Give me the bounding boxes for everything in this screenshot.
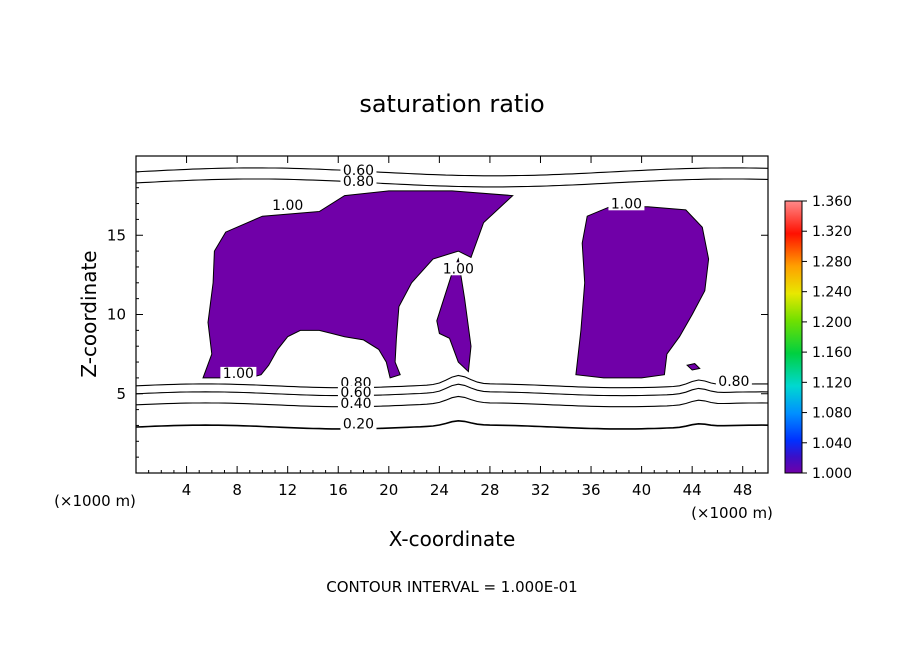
- colorbar-tick-label: 1.120: [812, 375, 852, 391]
- x-tick-label: 12: [278, 481, 297, 499]
- contour-label-bg: [340, 175, 377, 189]
- contour-line-0.40: [136, 395, 768, 408]
- contour-label: 1.00: [272, 198, 303, 214]
- x-tick-label: 32: [531, 481, 550, 499]
- supersaturated-region-1: [202, 190, 514, 379]
- x-tick-label: 4: [182, 481, 192, 499]
- contour-label-bg: [715, 374, 752, 388]
- contour-label: 0.40: [340, 396, 371, 412]
- contour-line-0.80: [136, 178, 768, 188]
- x-tick-label: 16: [329, 481, 348, 499]
- x-tick-label: 36: [581, 481, 600, 499]
- colorbar-tick-label: 1.080: [812, 406, 852, 422]
- contour-line-0.60: [136, 383, 768, 397]
- contour-label-bg: [337, 385, 374, 399]
- x-tick-label: 28: [480, 481, 499, 499]
- x-tick-label: 48: [733, 481, 752, 499]
- colorbar-ticks: 1.000 1.040 1.080 1.120 1.160 1.200 1.240 1.280…: [802, 194, 852, 482]
- contour-label-bg: [220, 366, 257, 380]
- colorbar-tick-label: 1.240: [812, 285, 852, 301]
- contour-labels: 0.600.801.00 1.001.001.000.800.600.400.20…: [220, 163, 752, 433]
- contour-label: 1.00: [223, 366, 254, 382]
- contour-label-bg: [340, 164, 377, 178]
- supersaturated-region-3: [575, 206, 710, 379]
- x-tick-label: 24: [430, 481, 449, 499]
- chart-title: saturation ratio: [359, 90, 544, 118]
- contour-label-bg: [337, 397, 374, 411]
- contour-line-0.20: [136, 419, 768, 430]
- colorbar-tick-label: 1.280: [812, 254, 852, 270]
- contour-label: 0.80: [343, 174, 374, 190]
- contour-label: 1.00: [443, 261, 474, 277]
- contour-label: 0.60: [343, 163, 374, 179]
- supersaturated-regions: [202, 190, 710, 379]
- contour-label-bg: [608, 197, 645, 211]
- contour-interval-note: CONTOUR INTERVAL = 1.000E-01: [326, 578, 577, 596]
- x-tick-label: 20: [379, 481, 398, 499]
- y-unit-label: (×1000 m): [54, 492, 136, 510]
- x-tick-label: 44: [683, 481, 702, 499]
- colorbar-tick-label: 1.360: [812, 194, 852, 210]
- contour-label-bg: [340, 417, 377, 431]
- plot-area: [136, 167, 768, 430]
- contour-lines: [136, 167, 768, 430]
- contour-line-0.80: [136, 374, 768, 389]
- contour-label-bg: [440, 262, 477, 276]
- contour-label: 0.60: [340, 385, 371, 401]
- contour-label-bg: [269, 198, 306, 212]
- x-axis-label: X-coordinate: [389, 527, 516, 551]
- colorbar: [784, 200, 803, 474]
- y-tick-label: 10: [107, 306, 126, 324]
- x-tick-label: 8: [232, 481, 242, 499]
- y-tick-label: 15: [107, 226, 126, 244]
- supersaturated-region-4: [686, 363, 701, 371]
- colorbar-tick-label: 1.040: [812, 436, 852, 452]
- contour-label: 1.00: [611, 196, 642, 212]
- x-axis-ticks: 4 8 12 16 20 24 28 32 36 40 44 48: [148, 156, 769, 499]
- x-unit-label: (×1000 m): [691, 504, 773, 522]
- colorbar-tick-label: 1.000: [812, 466, 852, 482]
- colorbar-tick-label: 1.160: [812, 345, 852, 361]
- colorbar-tick-label: 1.320: [812, 224, 852, 240]
- contour-label: 0.20: [343, 417, 374, 433]
- contour-label: 0.80: [718, 374, 749, 390]
- y-axis-ticks: 5 10 15: [107, 171, 768, 458]
- x-tick-label: 40: [632, 481, 651, 499]
- contour-line-0.60: [136, 167, 768, 177]
- colorbar-tick-label: 1.200: [812, 315, 852, 331]
- y-axis-label: Z-coordinate: [77, 250, 101, 377]
- y-tick-label: 5: [116, 385, 126, 403]
